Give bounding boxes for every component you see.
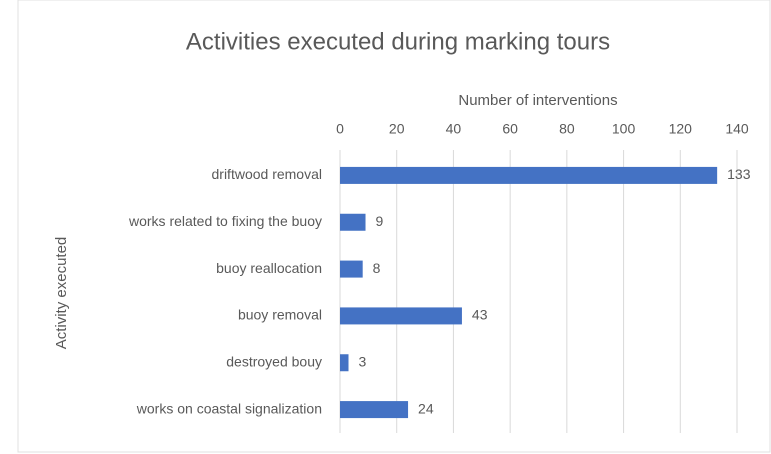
x-tick-label: 140 xyxy=(725,121,749,137)
data-label: 43 xyxy=(472,307,488,323)
chart-title: Activities executed during marking tours xyxy=(186,28,610,55)
y-tick-label: works on coastal signalization xyxy=(136,400,322,416)
x-tick-label: 0 xyxy=(336,121,344,137)
chart-frame xyxy=(17,0,771,453)
data-label: 133 xyxy=(727,166,751,182)
data-label: 8 xyxy=(373,260,381,276)
y-tick-label: buoy removal xyxy=(238,307,322,323)
x-tick-label: 20 xyxy=(389,121,405,137)
bar xyxy=(340,166,718,184)
x-axis-title: Number of interventions xyxy=(458,92,617,109)
bar xyxy=(340,354,349,372)
bar xyxy=(340,401,409,419)
x-tick-label: 120 xyxy=(669,121,693,137)
y-axis-title: Activity executed xyxy=(53,237,70,350)
y-tick-label: works related to fixing the buoy xyxy=(128,213,322,229)
y-tick-label: driftwood removal xyxy=(212,166,323,182)
x-tick-label: 100 xyxy=(612,121,636,137)
data-label: 9 xyxy=(376,213,384,229)
x-tick-label: 40 xyxy=(446,121,462,137)
data-label: 24 xyxy=(418,400,434,416)
bar xyxy=(340,260,363,278)
data-label: 3 xyxy=(359,353,367,369)
y-tick-label: buoy reallocation xyxy=(216,260,322,276)
bar xyxy=(340,307,462,325)
x-tick-label: 60 xyxy=(502,121,518,137)
x-tick-label: 80 xyxy=(559,121,575,137)
bar xyxy=(340,213,366,231)
y-tick-label: destroyed bouy xyxy=(226,353,322,369)
